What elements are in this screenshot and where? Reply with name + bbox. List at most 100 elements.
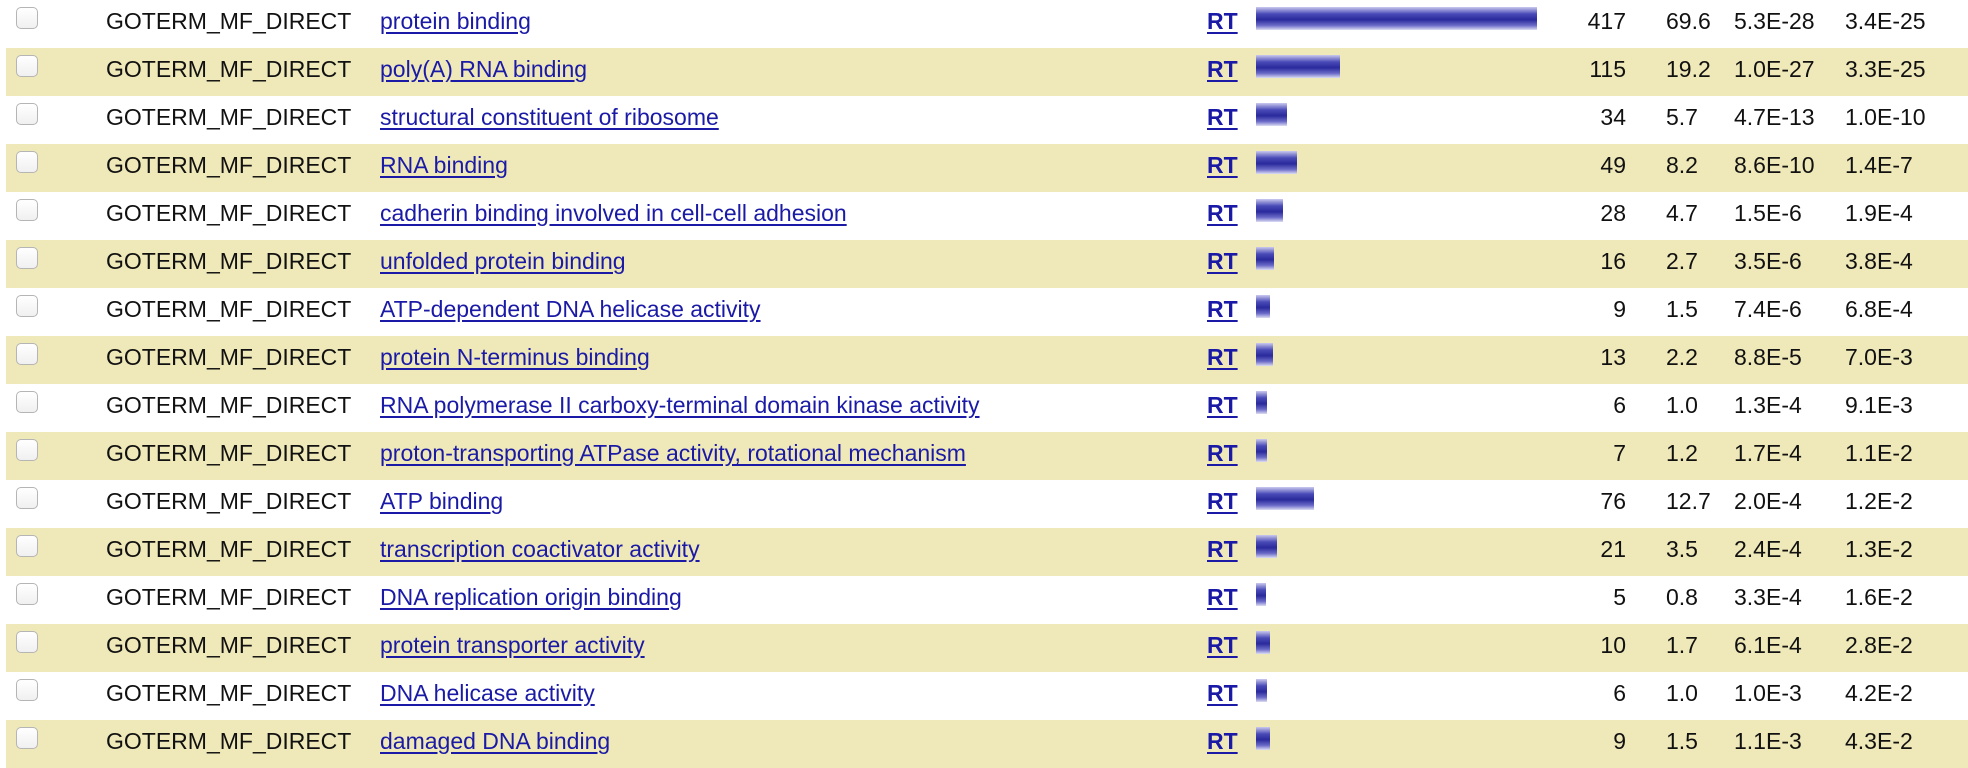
row-select-checkbox[interactable] bbox=[16, 55, 38, 77]
benjamini-cell: 1.4E-7 bbox=[1845, 152, 1913, 178]
term-link[interactable]: protein binding bbox=[380, 8, 531, 34]
count-bar bbox=[1256, 535, 1277, 558]
category-cell: GOTERM_MF_DIRECT bbox=[106, 632, 352, 658]
row-select-checkbox[interactable] bbox=[16, 583, 38, 605]
percent-cell: 2.7 bbox=[1666, 248, 1698, 274]
count-cell: 6 bbox=[1613, 392, 1626, 418]
benjamini-cell: 1.0E-10 bbox=[1845, 104, 1926, 130]
percent-cell: 1.5 bbox=[1666, 728, 1698, 754]
count-bar bbox=[1256, 487, 1314, 510]
related-terms-link[interactable]: RT bbox=[1207, 632, 1238, 658]
category-cell: GOTERM_MF_DIRECT bbox=[106, 344, 352, 370]
benjamini-cell: 1.3E-2 bbox=[1845, 536, 1913, 562]
row-select-checkbox[interactable] bbox=[16, 151, 38, 173]
term-link[interactable]: ATP binding bbox=[380, 488, 504, 514]
pvalue-cell: 2.4E-4 bbox=[1734, 536, 1802, 562]
row-select-checkbox[interactable] bbox=[16, 103, 38, 125]
row-select-checkbox[interactable] bbox=[16, 631, 38, 653]
percent-cell: 1.2 bbox=[1666, 440, 1698, 466]
related-terms-link[interactable]: RT bbox=[1207, 248, 1238, 274]
table-row: GOTERM_MF_DIRECT poly(A) RNA binding RT … bbox=[6, 48, 1968, 96]
related-terms-link[interactable]: RT bbox=[1207, 584, 1238, 610]
count-cell: 76 bbox=[1600, 488, 1626, 514]
row-select-checkbox[interactable] bbox=[16, 391, 38, 413]
count-bar bbox=[1256, 343, 1273, 366]
percent-cell: 0.8 bbox=[1666, 584, 1698, 610]
term-link[interactable]: protein N-terminus binding bbox=[380, 344, 650, 370]
related-terms-link[interactable]: RT bbox=[1207, 536, 1238, 562]
category-cell: GOTERM_MF_DIRECT bbox=[106, 728, 352, 754]
count-bar bbox=[1256, 199, 1283, 222]
count-cell: 21 bbox=[1600, 536, 1626, 562]
related-terms-link[interactable]: RT bbox=[1207, 392, 1238, 418]
term-link[interactable]: RNA binding bbox=[380, 152, 508, 178]
row-select-checkbox[interactable] bbox=[16, 199, 38, 221]
category-cell: GOTERM_MF_DIRECT bbox=[106, 392, 352, 418]
pvalue-cell: 5.3E-28 bbox=[1734, 8, 1815, 34]
related-terms-link[interactable]: RT bbox=[1207, 200, 1238, 226]
row-select-checkbox[interactable] bbox=[16, 487, 38, 509]
related-terms-link[interactable]: RT bbox=[1207, 104, 1238, 130]
category-cell: GOTERM_MF_DIRECT bbox=[106, 584, 352, 610]
category-cell: GOTERM_MF_DIRECT bbox=[106, 296, 352, 322]
row-select-checkbox[interactable] bbox=[16, 343, 38, 365]
term-link[interactable]: RNA polymerase II carboxy-terminal domai… bbox=[380, 392, 980, 418]
row-select-checkbox[interactable] bbox=[16, 247, 38, 269]
pvalue-cell: 4.7E-13 bbox=[1734, 104, 1815, 130]
count-cell: 417 bbox=[1587, 8, 1626, 34]
row-select-checkbox[interactable] bbox=[16, 535, 38, 557]
term-link[interactable]: structural constituent of ribosome bbox=[380, 104, 719, 130]
benjamini-cell: 4.3E-2 bbox=[1845, 728, 1913, 754]
benjamini-cell: 3.4E-25 bbox=[1845, 8, 1926, 34]
related-terms-link[interactable]: RT bbox=[1207, 56, 1238, 82]
table-row: GOTERM_MF_DIRECT ATP binding RT 76 12.7 … bbox=[0, 480, 1968, 528]
related-terms-link[interactable]: RT bbox=[1207, 440, 1238, 466]
count-cell: 5 bbox=[1613, 584, 1626, 610]
count-cell: 115 bbox=[1589, 56, 1626, 82]
pvalue-cell: 1.3E-4 bbox=[1734, 392, 1802, 418]
term-link[interactable]: ATP-dependent DNA helicase activity bbox=[380, 296, 761, 322]
term-link[interactable]: protein transporter activity bbox=[380, 632, 645, 658]
percent-cell: 1.7 bbox=[1666, 632, 1698, 658]
count-cell: 13 bbox=[1600, 344, 1626, 370]
term-link[interactable]: DNA replication origin binding bbox=[380, 584, 682, 610]
term-link[interactable]: cadherin binding involved in cell-cell a… bbox=[380, 200, 847, 226]
term-link[interactable]: damaged DNA binding bbox=[380, 728, 611, 754]
benjamini-cell: 1.9E-4 bbox=[1845, 200, 1913, 226]
term-link[interactable]: unfolded protein binding bbox=[380, 248, 626, 274]
count-cell: 9 bbox=[1613, 728, 1626, 754]
count-cell: 10 bbox=[1600, 632, 1626, 658]
related-terms-link[interactable]: RT bbox=[1207, 152, 1238, 178]
related-terms-link[interactable]: RT bbox=[1207, 296, 1238, 322]
related-terms-link[interactable]: RT bbox=[1207, 8, 1238, 34]
row-select-checkbox[interactable] bbox=[16, 295, 38, 317]
percent-cell: 19.2 bbox=[1666, 56, 1711, 82]
term-link[interactable]: proton-transporting ATPase activity, rot… bbox=[380, 440, 966, 466]
related-terms-link[interactable]: RT bbox=[1207, 680, 1238, 706]
row-select-checkbox[interactable] bbox=[16, 679, 38, 701]
pvalue-cell: 8.6E-10 bbox=[1734, 152, 1815, 178]
benjamini-cell: 3.3E-25 bbox=[1845, 56, 1926, 82]
row-select-checkbox[interactable] bbox=[16, 7, 38, 29]
count-bar bbox=[1256, 631, 1270, 654]
count-cell: 34 bbox=[1600, 104, 1626, 130]
related-terms-link[interactable]: RT bbox=[1207, 488, 1238, 514]
pvalue-cell: 1.0E-3 bbox=[1734, 680, 1802, 706]
category-cell: GOTERM_MF_DIRECT bbox=[106, 200, 352, 226]
row-select-checkbox[interactable] bbox=[16, 439, 38, 461]
table-row: GOTERM_MF_DIRECT unfolded protein bindin… bbox=[6, 240, 1968, 288]
benjamini-cell: 9.1E-3 bbox=[1845, 392, 1913, 418]
percent-cell: 1.0 bbox=[1666, 680, 1698, 706]
term-link[interactable]: DNA helicase activity bbox=[380, 680, 595, 706]
benjamini-cell: 1.2E-2 bbox=[1845, 488, 1913, 514]
benjamini-cell: 1.6E-2 bbox=[1845, 584, 1913, 610]
row-select-checkbox[interactable] bbox=[16, 727, 38, 749]
term-link[interactable]: transcription coactivator activity bbox=[380, 536, 700, 562]
count-cell: 9 bbox=[1613, 296, 1626, 322]
category-cell: GOTERM_MF_DIRECT bbox=[106, 488, 352, 514]
related-terms-link[interactable]: RT bbox=[1207, 728, 1238, 754]
related-terms-link[interactable]: RT bbox=[1207, 344, 1238, 370]
table-row: GOTERM_MF_DIRECT ATP-dependent DNA helic… bbox=[0, 288, 1968, 336]
term-link[interactable]: poly(A) RNA binding bbox=[380, 56, 588, 82]
